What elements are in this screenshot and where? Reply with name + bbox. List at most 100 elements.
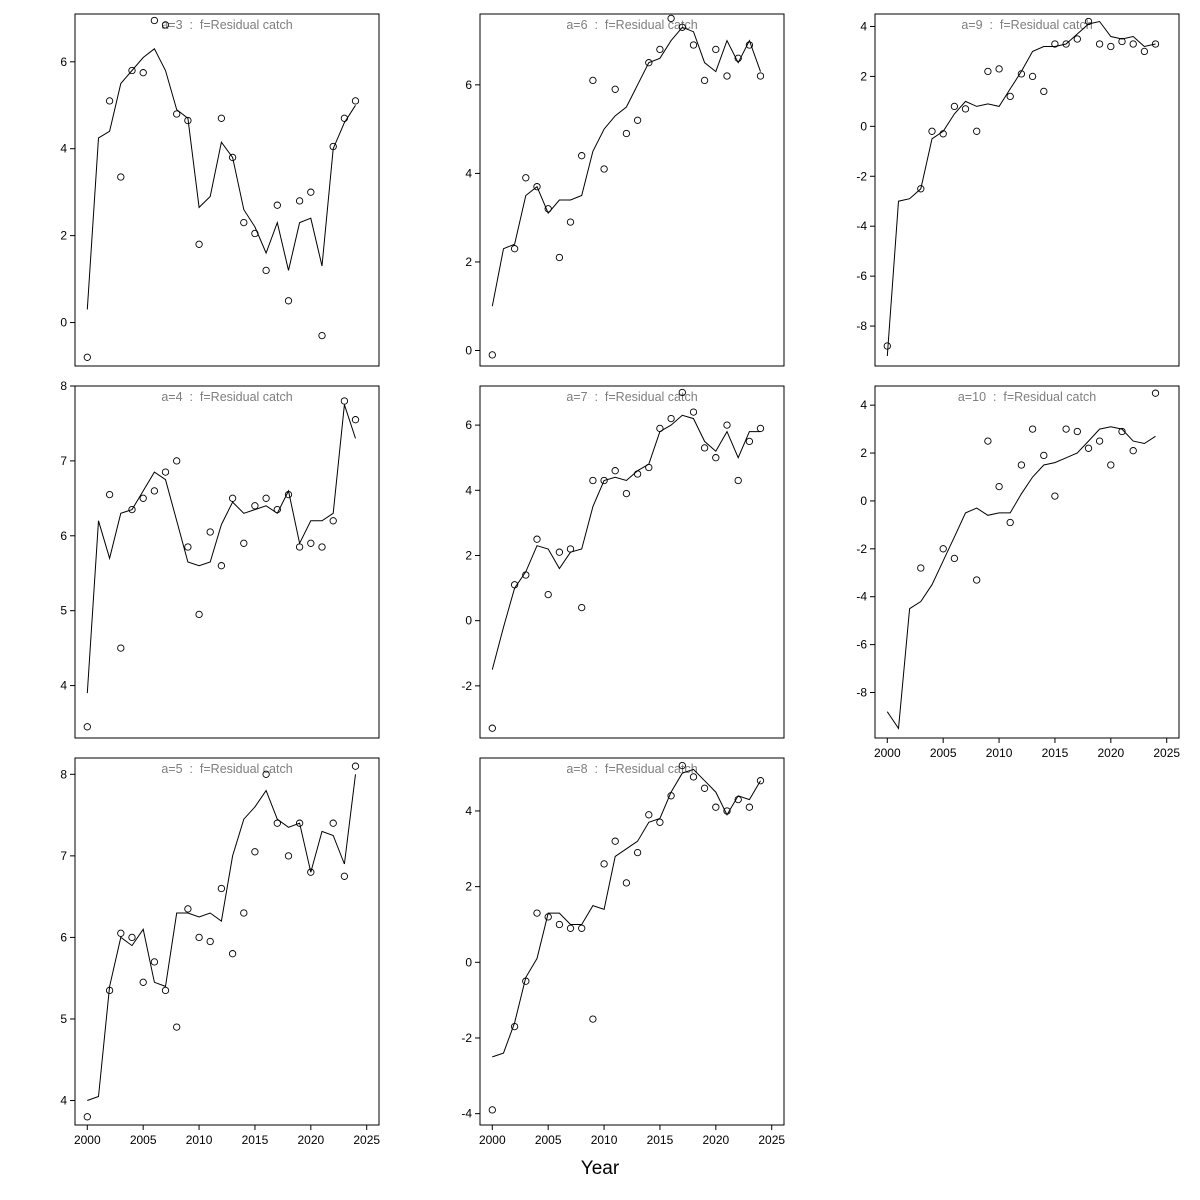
x-axis-tick-label: 2010 <box>591 1133 618 1147</box>
data-point <box>566 218 575 226</box>
data-point <box>700 444 709 452</box>
data-point <box>1129 447 1137 455</box>
fit-line <box>492 768 761 1058</box>
data-point <box>555 253 564 262</box>
data-point <box>756 777 765 785</box>
data-point <box>195 610 203 619</box>
data-point <box>307 868 315 876</box>
data-point <box>745 803 754 811</box>
x-axis-tick-label: 2010 <box>186 1133 213 1147</box>
data-point <box>961 105 970 113</box>
data-point <box>656 818 664 826</box>
data-point <box>1017 70 1026 78</box>
plot-box <box>74 757 380 1126</box>
plot-box <box>74 385 380 739</box>
data-point <box>973 127 981 135</box>
plot-box <box>74 13 380 367</box>
data-point <box>544 590 552 599</box>
data-point <box>645 59 653 67</box>
data-point <box>128 505 136 514</box>
y-axis-tick-label: 7 <box>60 454 67 468</box>
y-axis-tick-label: 6 <box>60 930 67 944</box>
data-point <box>928 127 936 135</box>
data-point <box>295 819 304 827</box>
panel-title: a=4 : f=Residual catch <box>161 390 292 404</box>
data-point <box>1040 451 1048 460</box>
panel-title: a=6 : f=Residual catch <box>566 18 697 32</box>
y-axis-tick-label: -6 <box>856 638 867 652</box>
data-point <box>700 784 709 792</box>
x-axis-tick-label: 2005 <box>930 746 957 760</box>
panel-a8-residual-catch: -4 -2 0 2 4 2000 2005 2010 2015 2020 2025 a=8 : f=R… <box>432 744 792 1160</box>
data-point <box>251 229 259 238</box>
data-point <box>656 424 664 433</box>
x-axis-tick-label: 2015 <box>1042 746 1069 760</box>
data-point <box>295 543 304 551</box>
data-point <box>611 85 619 93</box>
data-point <box>633 116 642 124</box>
data-point <box>1051 492 1059 500</box>
plot-box <box>479 757 785 1126</box>
y-axis-tick-label: -8 <box>856 686 867 700</box>
data-point <box>1095 437 1104 445</box>
data-point <box>667 414 675 423</box>
data-point <box>939 545 947 553</box>
data-point <box>307 539 315 547</box>
data-point <box>105 97 114 105</box>
x-axis-tick-label: 2000 <box>74 1133 101 1147</box>
data-point <box>340 872 349 880</box>
data-point <box>117 929 125 937</box>
data-point <box>206 528 214 536</box>
data-point <box>678 761 686 770</box>
data-point <box>351 416 360 424</box>
data-point <box>723 421 731 429</box>
y-axis-tick-label: 2 <box>860 69 867 83</box>
data-point <box>533 909 541 917</box>
data-point <box>307 188 315 196</box>
y-axis-tick-label: 4 <box>465 483 472 497</box>
data-point <box>195 240 203 248</box>
x-axis-tick-label: 2000 <box>874 746 901 760</box>
data-point <box>1028 72 1037 81</box>
data-point <box>150 958 159 966</box>
data-point <box>678 388 686 397</box>
data-point <box>510 245 519 253</box>
chart-canvas: -8 -6 -4 -2 0 2 4 2000 2005 2010 2015 2020 2025 a=10 … <box>856 385 1180 760</box>
y-axis-tick-label: 2 <box>465 255 472 269</box>
plot-box <box>479 385 785 739</box>
data-point <box>973 576 981 584</box>
y-axis-tick-label: 7 <box>60 849 67 863</box>
data-point <box>667 14 675 23</box>
data-point <box>488 1106 496 1114</box>
x-axis-title: Year <box>580 1158 620 1179</box>
data-point <box>139 69 147 77</box>
data-point <box>1073 427 1081 436</box>
data-point <box>173 457 181 465</box>
data-point <box>240 218 248 227</box>
data-point <box>950 554 959 563</box>
y-axis-tick-label: 8 <box>60 379 67 393</box>
data-point <box>329 517 337 525</box>
data-point <box>917 564 925 572</box>
data-point <box>745 41 754 49</box>
data-point <box>195 933 203 942</box>
data-point <box>678 23 686 31</box>
data-point <box>1095 40 1104 48</box>
data-point <box>995 65 1003 73</box>
x-axis-tick-label: 2020 <box>1097 746 1124 760</box>
data-point <box>917 185 925 193</box>
chart-canvas: 0 2 4 6 a=3 : f=Residual catch <box>60 13 380 367</box>
data-point <box>228 950 237 958</box>
data-point <box>1017 461 1026 469</box>
data-point <box>161 21 170 29</box>
data-point <box>533 183 541 191</box>
data-point <box>544 205 552 213</box>
data-point <box>600 476 608 485</box>
data-point <box>522 571 530 579</box>
x-axis-tick-label: 2025 <box>353 1133 380 1147</box>
y-axis-tick-label: 4 <box>465 804 472 818</box>
panel-a4-residual-catch: 4 5 6 7 8 a=4 : f=Residual catch <box>27 372 387 749</box>
y-axis-tick-label: 0 <box>860 494 867 508</box>
fit-line <box>886 426 1156 730</box>
y-axis-tick-label: 6 <box>465 78 472 92</box>
